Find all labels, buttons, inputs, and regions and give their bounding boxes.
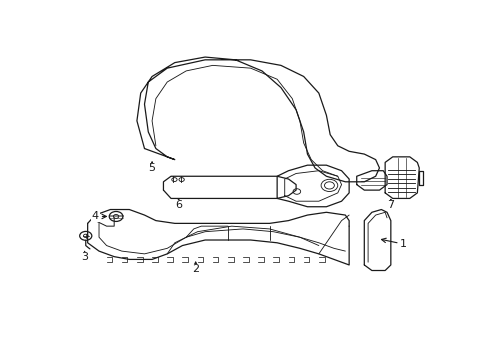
Text: 6: 6 bbox=[175, 199, 182, 210]
Text: 4: 4 bbox=[92, 211, 106, 221]
Text: 2: 2 bbox=[192, 262, 199, 274]
Text: 1: 1 bbox=[381, 238, 407, 249]
Text: 5: 5 bbox=[148, 162, 155, 174]
Text: 3: 3 bbox=[81, 251, 88, 262]
Text: 7: 7 bbox=[386, 199, 394, 210]
